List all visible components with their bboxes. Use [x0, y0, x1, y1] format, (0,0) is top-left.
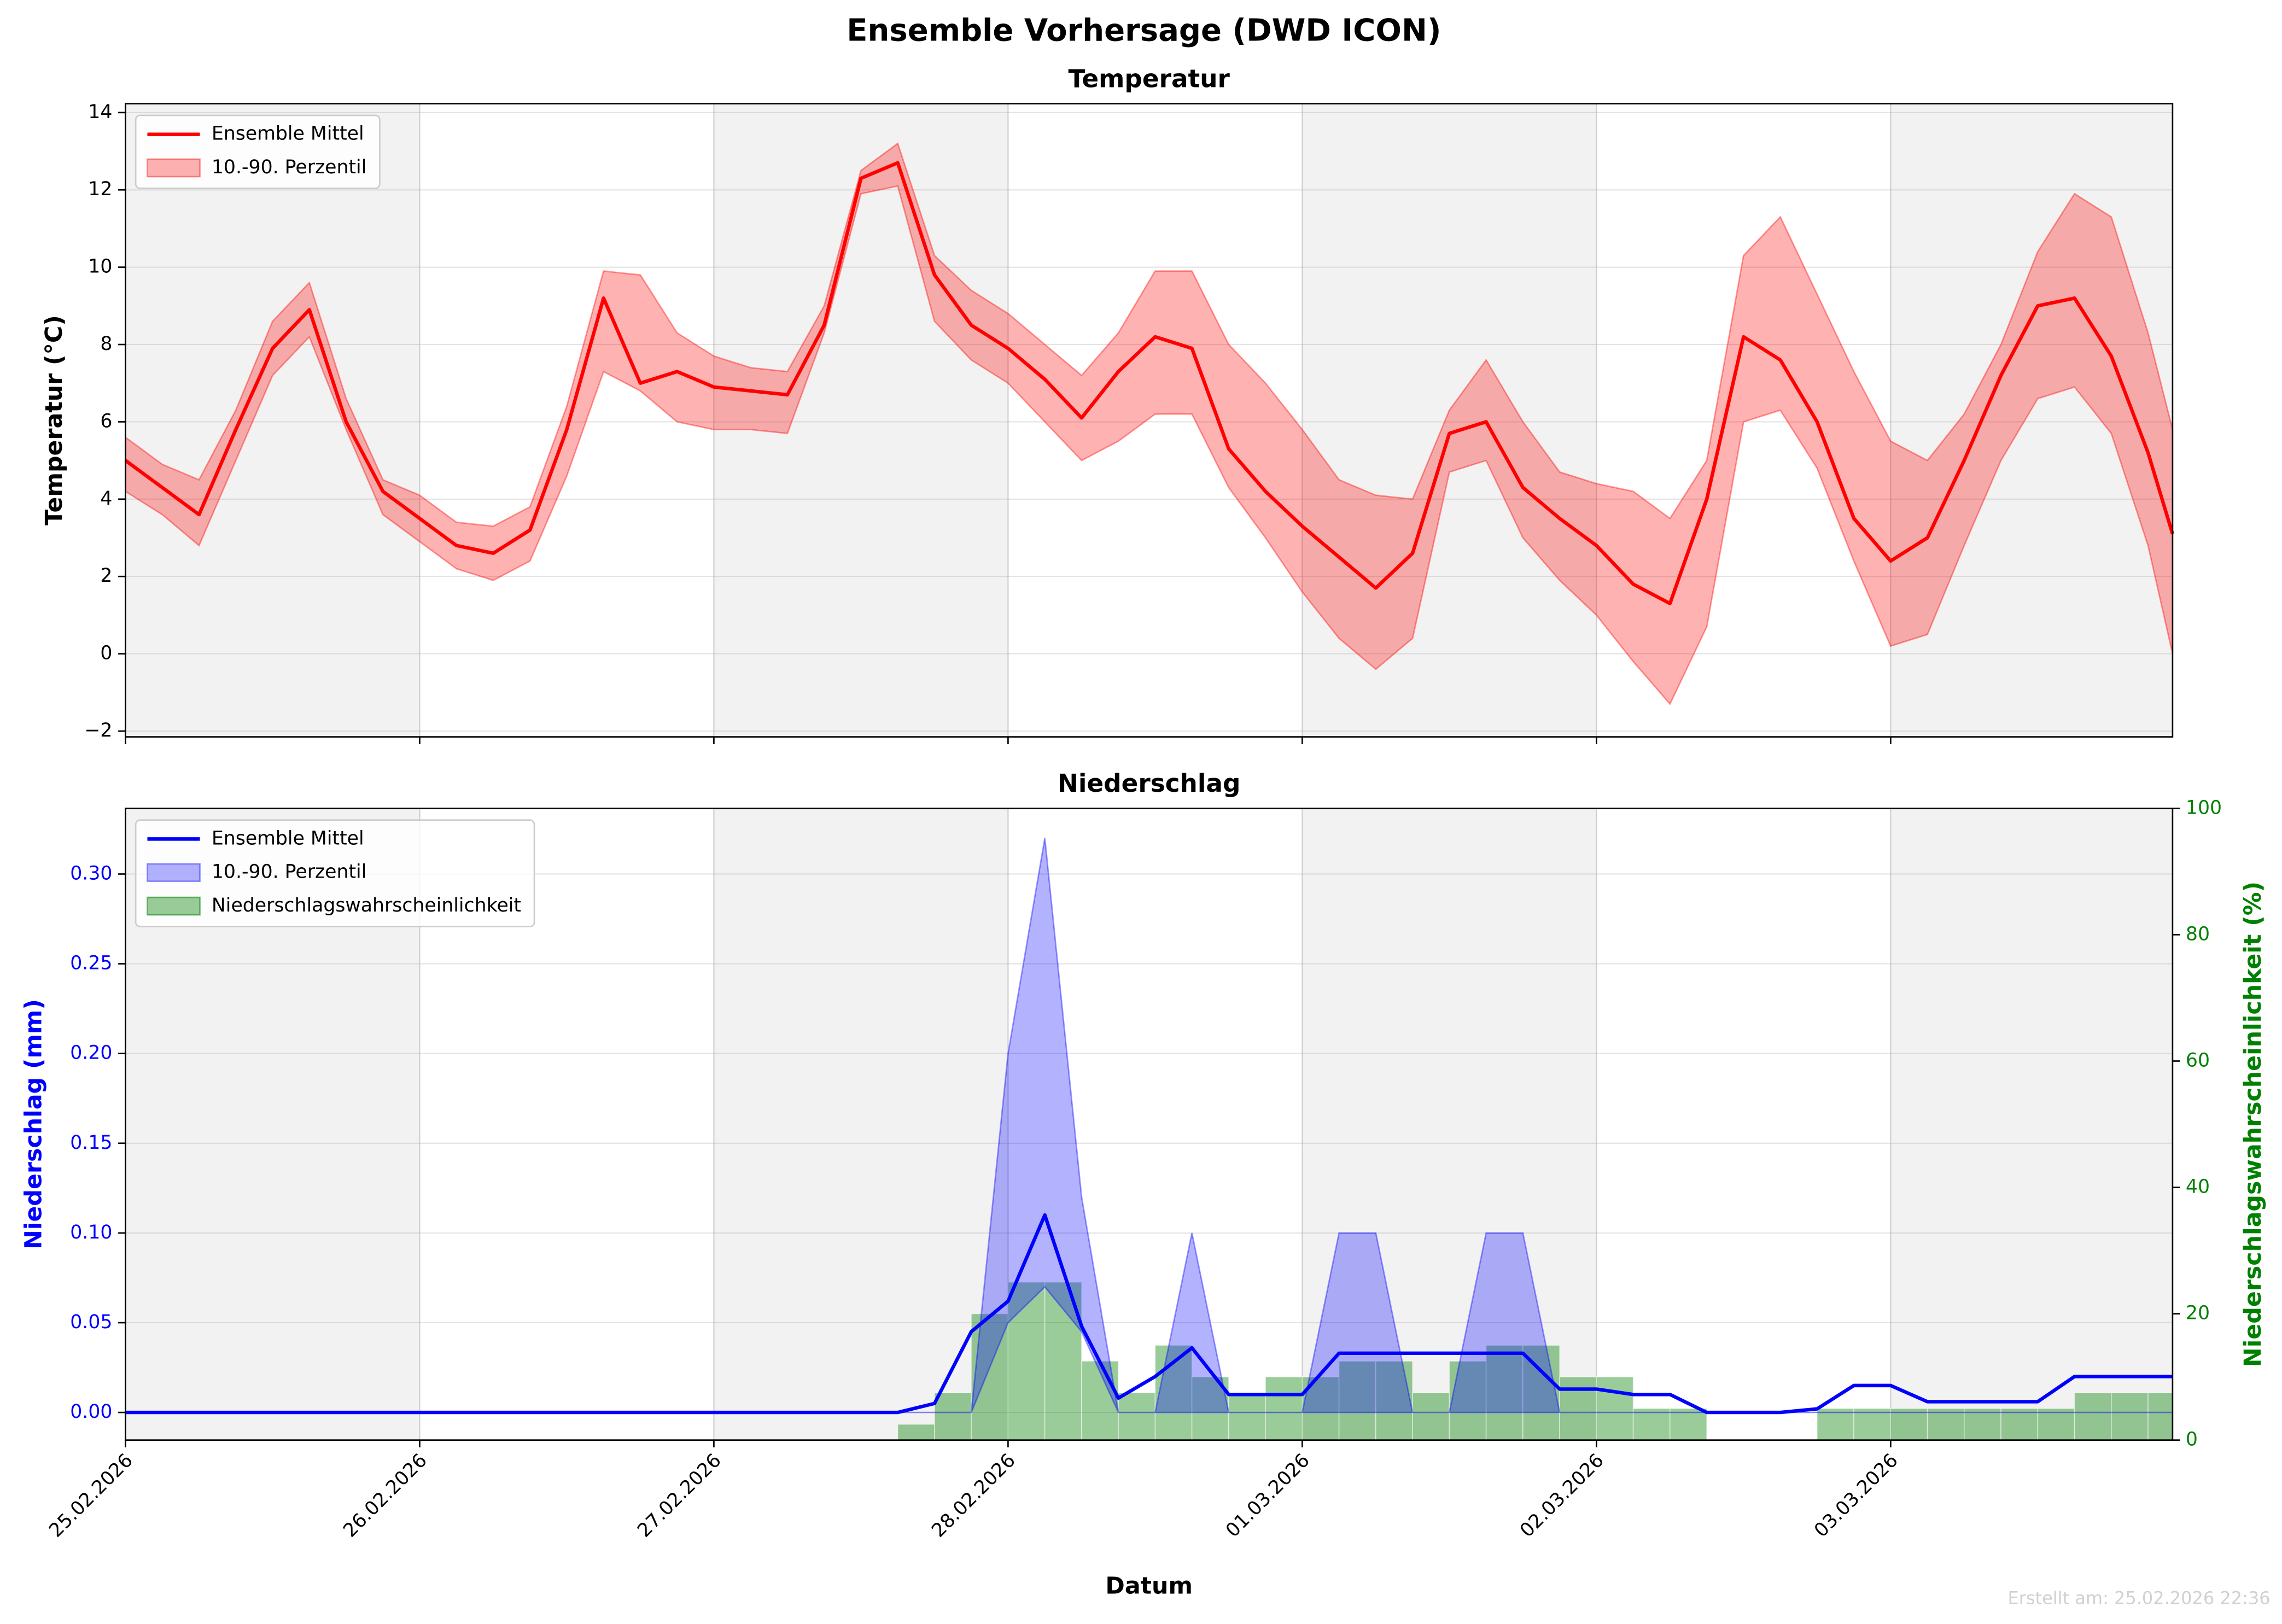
- bar: [1228, 1392, 1266, 1441]
- y-axis-label: Temperatur (°C): [40, 315, 68, 525]
- y2-tick-label: 60: [2186, 1049, 2210, 1071]
- bar: [1632, 1408, 1671, 1441]
- legend-label: Ensemble Mittel: [212, 827, 364, 849]
- y-tick-label: 6: [100, 410, 112, 432]
- bar: [1927, 1408, 1965, 1441]
- y-tick-label: 0.30: [70, 862, 112, 884]
- y-tick-label: 0: [100, 642, 112, 664]
- legend: Ensemble Mittel 10.-90. Perzentil: [135, 114, 381, 189]
- y-tick-label: 4: [100, 488, 112, 510]
- day-shade: [1890, 103, 2173, 737]
- y2-axis-label: Niederschlagswahrscheinlichkeit (%): [2239, 881, 2267, 1367]
- axes-frame: [125, 103, 2174, 738]
- bar: [1596, 1376, 1634, 1441]
- legend-swatch: [147, 863, 201, 883]
- y-tick-label: 0.10: [70, 1222, 112, 1243]
- day-shade: [714, 808, 1008, 1440]
- day-shade: [714, 103, 1008, 737]
- y-tick-label: −2: [84, 720, 112, 741]
- y2-tick-label: 20: [2186, 1302, 2210, 1324]
- bar: [1670, 1408, 1707, 1441]
- chart-title: Niederschlag: [1058, 769, 1241, 798]
- figure-title: Ensemble Vorhersage (DWD ICON): [847, 13, 1441, 48]
- bar: [971, 1313, 1009, 1441]
- y-tick-label: 10: [88, 256, 112, 278]
- y-tick-label: 12: [88, 178, 112, 200]
- bar: [2074, 1392, 2112, 1441]
- day-shade: [1890, 808, 2173, 1440]
- chart: −2 0 2 4 6 8 10 12 14 Temperatur Temperatur (°C) En…: [40, 64, 2174, 744]
- bar: [2000, 1408, 2039, 1441]
- legend: Ensemble Mittel 10.-90. Perzentil Niedersc…: [135, 819, 535, 927]
- bar: [934, 1392, 972, 1441]
- chart-title: Temperatur: [1068, 64, 1230, 93]
- bar: [1853, 1408, 1892, 1441]
- bar: [1265, 1376, 1303, 1441]
- y-tick-label: 14: [88, 101, 112, 123]
- legend-label: Ensemble Mittel: [212, 123, 364, 145]
- y-tick-label: 0.15: [70, 1132, 112, 1154]
- legend-swatch: [147, 158, 201, 178]
- y-tick-label: 2: [100, 565, 112, 587]
- y-tick-label: 0.00: [70, 1401, 112, 1423]
- bar: [1081, 1360, 1119, 1441]
- y-tick-label: 0.05: [70, 1311, 112, 1333]
- y-axis-label: Niederschlag (mm): [20, 999, 48, 1249]
- day-shade: [1302, 808, 1597, 1440]
- y-tick-label: 0.20: [70, 1042, 112, 1064]
- mean-line: [125, 1213, 2173, 1415]
- legend-label: 10.-90. Perzentil: [212, 156, 366, 178]
- bar: [1412, 1392, 1450, 1441]
- bar: [1338, 1360, 1376, 1441]
- bar: [1449, 1360, 1487, 1441]
- y2-tick-label: 80: [2186, 923, 2210, 945]
- bar: [1817, 1408, 1854, 1441]
- legend-box: [135, 819, 535, 927]
- x-axis-label: Datum: [1105, 1573, 1193, 1600]
- y-tick-label: 0.25: [70, 953, 112, 974]
- bar: [1118, 1392, 1156, 1441]
- bar: [2111, 1392, 2149, 1441]
- footnote: Erstellt am: 25.02.2026 22:36: [2008, 1587, 2271, 1608]
- y2-tick-label: 40: [2186, 1176, 2210, 1198]
- bar: [2147, 1392, 2173, 1441]
- y2-tick-label: 100: [2186, 797, 2222, 819]
- day-shade: [1302, 103, 1597, 737]
- legend-label: Niederschlagswahrscheinlichkeit: [212, 895, 521, 916]
- bar: [897, 1423, 935, 1441]
- mean-line: [124, 161, 2174, 605]
- legend-swatch: [147, 896, 201, 916]
- axes-frame: [125, 807, 2174, 1441]
- bar: [1964, 1408, 2001, 1441]
- bar: [1890, 1408, 1928, 1441]
- y2-tick-label: 0: [2186, 1429, 2198, 1451]
- day-shade: [125, 103, 420, 737]
- bar: [1559, 1376, 1597, 1441]
- y-tick-label: 8: [100, 333, 112, 355]
- bar: [2037, 1408, 2075, 1441]
- legend-label: 10.-90. Perzentil: [212, 861, 366, 883]
